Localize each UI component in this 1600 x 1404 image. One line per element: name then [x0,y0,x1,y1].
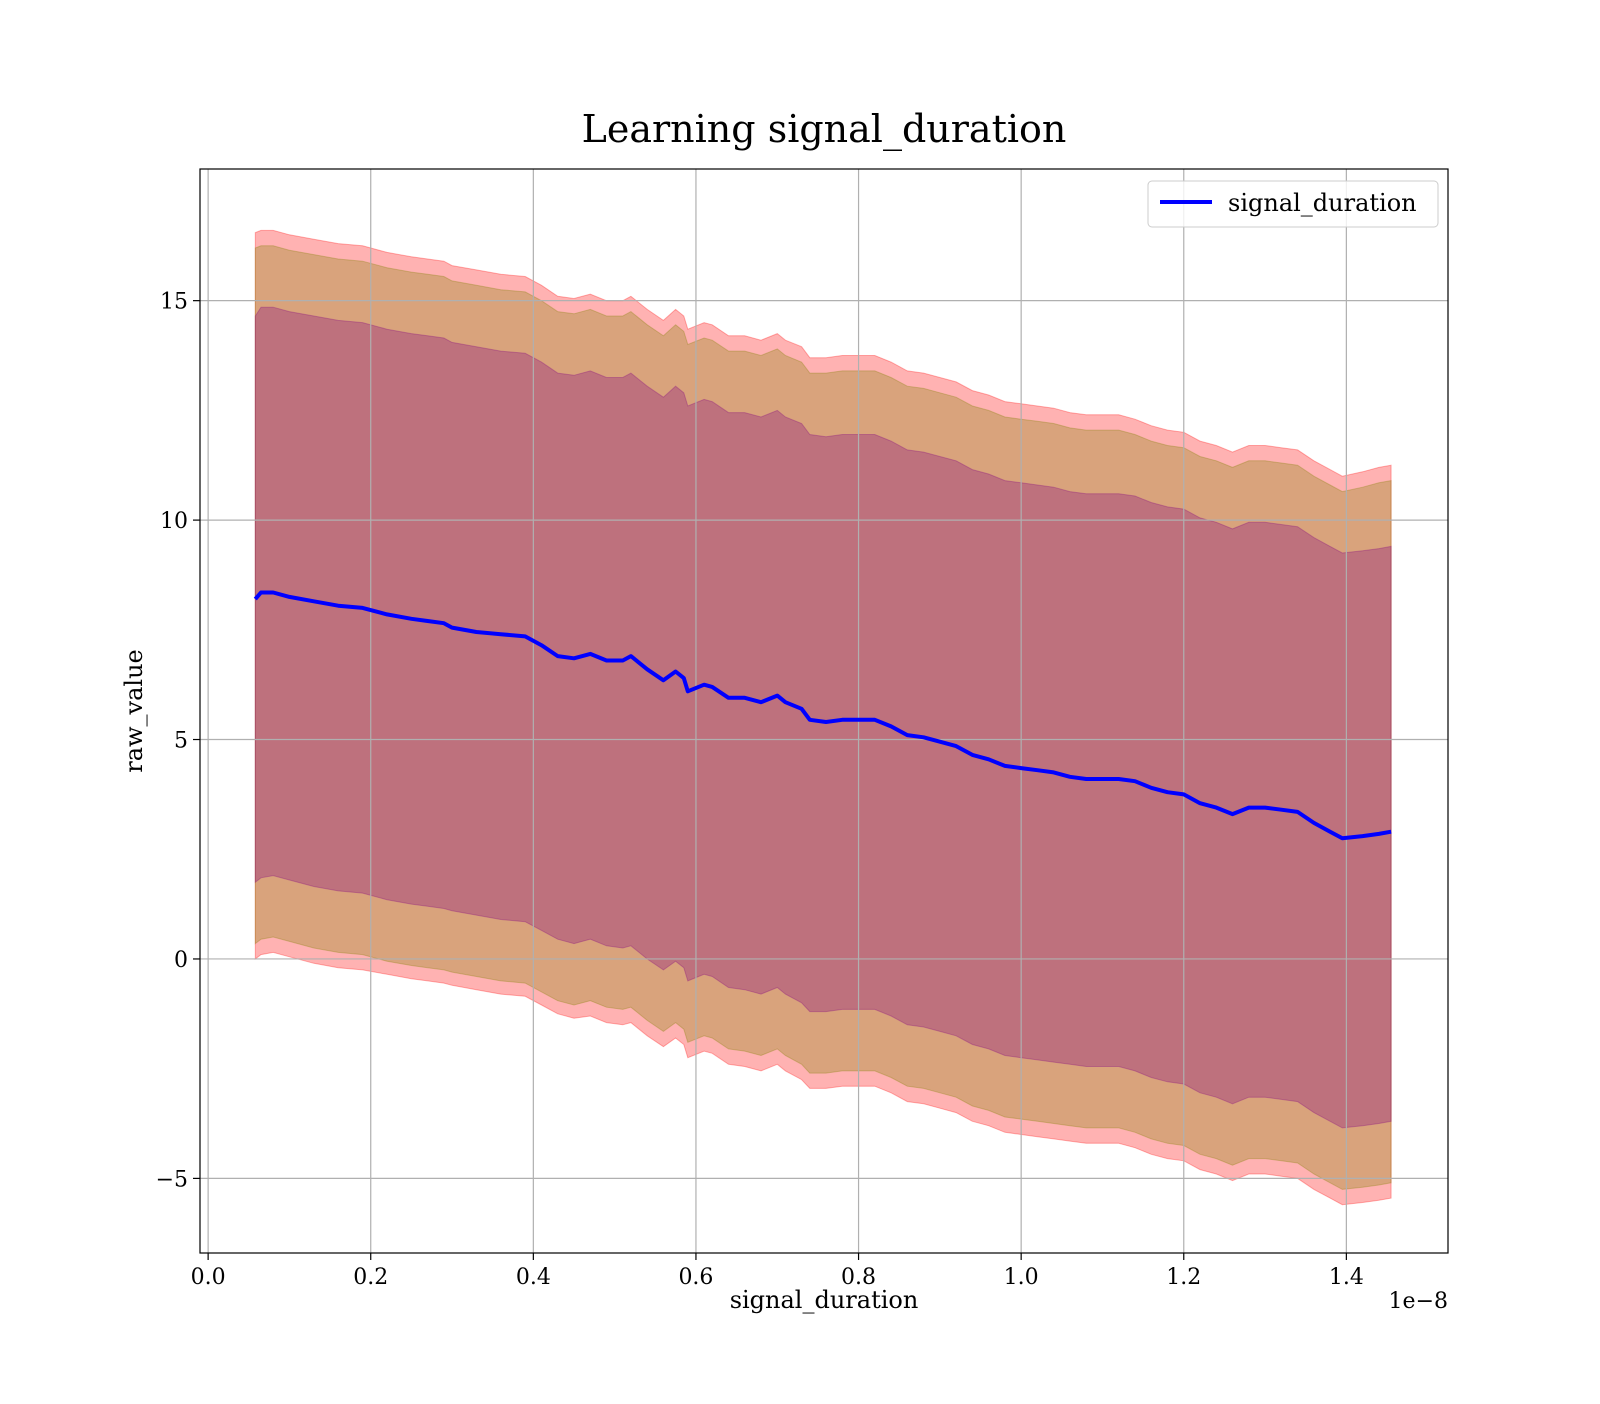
x-tick-label-4: 0.8 [841,1265,876,1290]
x-tick-label-6: 1.2 [1166,1265,1201,1290]
grid-layer [200,169,1448,1253]
chart-title: Learning signal_duration [582,107,1067,152]
legend-label: signal_duration [1228,189,1417,217]
legend-box [1147,180,1439,228]
x-tick-label-5: 1.0 [1004,1265,1039,1290]
plot-frame [199,168,1449,1254]
y-tick-label-0: −5 [156,1167,188,1192]
x-tick-label-0: 0.0 [191,1265,226,1290]
x-axis-title: signal_duration [730,1286,919,1314]
bands-layer [254,229,1392,1206]
x-tick-label-7: 1.4 [1329,1265,1364,1290]
x-tick-label-2: 0.4 [516,1265,551,1290]
series-line-signal_duration [253,590,1392,841]
series-layer [253,590,1392,841]
confidence-band-2 [254,245,1392,1190]
y-tick-label-3: 10 [160,509,188,534]
y-tick-label-1: 0 [174,948,188,973]
legend: signal_duration [1147,180,1439,228]
x-axis-offset-text: 1e−8 [1389,1289,1448,1314]
y-tick-label-2: 5 [174,729,188,754]
y-tick-label-4: 15 [160,290,188,315]
x-tick-label-1: 0.2 [353,1265,388,1290]
y-axis-title: raw_value [120,649,148,773]
confidence-band-1 [254,229,1392,1206]
ticks-layer: 0.0 0.2 0.4 0.6 0.8 1.0 1.2 1.4 −5 0 5 10 15 [156,290,1364,1290]
confidence-band-3 [254,306,1392,1129]
x-tick-label-3: 0.6 [678,1265,713,1290]
